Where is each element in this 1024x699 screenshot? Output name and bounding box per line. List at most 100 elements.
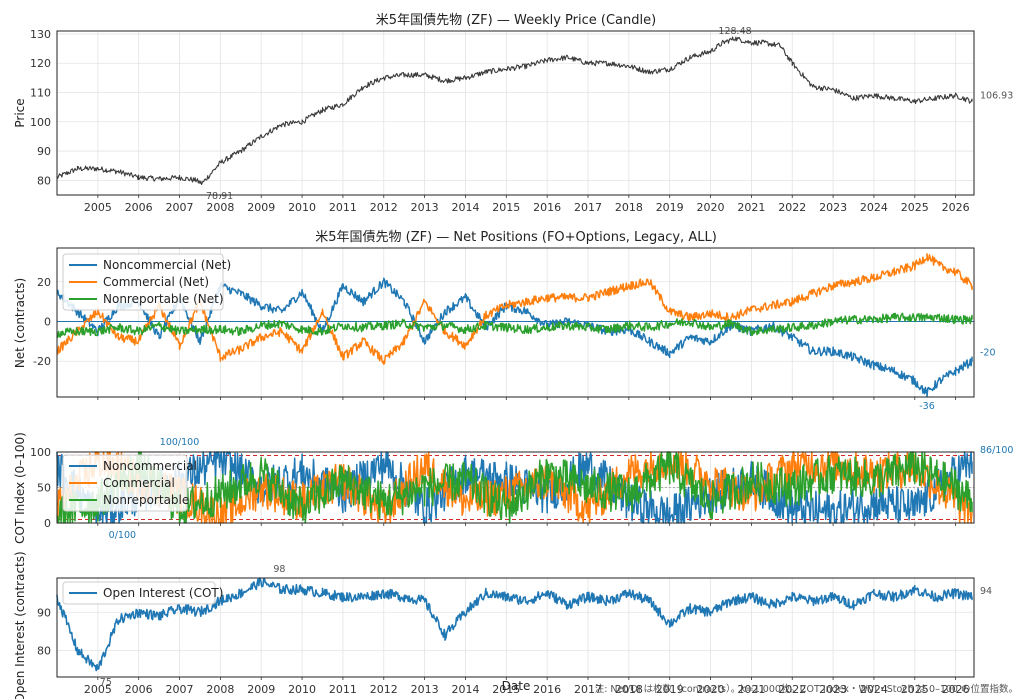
- annotation-label: 98: [273, 564, 285, 575]
- y-tick-label: 50: [37, 482, 51, 495]
- x-tick-label: 2005: [84, 683, 112, 696]
- x-tick-label: 2013: [411, 201, 439, 214]
- open-interest-panel: 2005 2006 2007 2008 2009 2010 2011 2012 2013 2014…: [13, 551, 992, 699]
- x-tick-label: 2013: [411, 683, 439, 696]
- x-tick-label: 2015: [492, 201, 520, 214]
- y-tick-label: 90: [37, 145, 51, 158]
- x-tick-label: 2024: [860, 201, 888, 214]
- x-tick-label: 2012: [370, 683, 398, 696]
- y-tick-label: 80: [37, 644, 51, 657]
- price-ylabel: Price: [13, 98, 27, 127]
- open-interest-ylabel: Open Interest (contracts): [13, 551, 27, 699]
- legend-label-commercial-net: Commercial (Net): [103, 275, 209, 289]
- x-tick-label: 2023: [819, 683, 847, 696]
- x-tick-label: 2016: [533, 683, 561, 696]
- x-tick-label: 2009: [247, 201, 275, 214]
- x-tick-label: 2022: [778, 683, 806, 696]
- annotation-label: 106.93: [980, 90, 1013, 101]
- annotation-label: 86/100: [980, 445, 1013, 456]
- y-tick-label: 80: [37, 174, 51, 187]
- cot-legend-label-commercial: Commercial: [103, 476, 175, 490]
- x-tick-label: 2026: [942, 683, 970, 696]
- y-tick-label: 90: [37, 606, 51, 619]
- net-ylabel: Net (contracts): [13, 278, 27, 368]
- x-tick-label: 2025: [901, 683, 929, 696]
- annotation-label: -20: [980, 347, 996, 358]
- legend-label-noncommercial-net: Noncommercial (Net): [103, 258, 231, 272]
- annotation-label: 75: [100, 677, 112, 688]
- y-tick-label: 0: [44, 316, 51, 329]
- x-tick-label: 2007: [166, 683, 194, 696]
- price-chart-title: 米5年国債先物 (ZF) — Weekly Price (Candle): [376, 13, 656, 28]
- cot-legend-box: [62, 454, 188, 512]
- oi-legend-label: Open Interest (COT): [103, 586, 223, 600]
- net-axes-frame: [56, 247, 975, 398]
- series-line-close: [56, 36, 973, 186]
- x-tick-label: 2017: [574, 683, 602, 696]
- annotation-label: 94: [980, 586, 992, 597]
- x-tick-label: 2012: [370, 201, 398, 214]
- annotation-label: 78.91: [206, 191, 233, 202]
- x-tick-label: 2019: [656, 201, 684, 214]
- y-tick-label: 120: [30, 57, 51, 70]
- net-chart-title: 米5年国債先物 (ZF) — Net Positions (FO+Options…: [315, 230, 717, 245]
- y-tick-label: 20: [37, 276, 51, 289]
- x-tick-label: 2020: [697, 201, 725, 214]
- y-tick-label: -20: [33, 355, 51, 368]
- x-tick-label: 2005: [84, 201, 112, 214]
- x-tick-label: 2017: [574, 201, 602, 214]
- x-axis-label: Date: [502, 679, 531, 693]
- legend-label-nonreportable-net: Nonreportable (Net): [103, 292, 224, 306]
- x-tick-label: 2006: [125, 201, 153, 214]
- x-tick-label: 2011: [329, 683, 357, 696]
- x-tick-label: 2008: [206, 683, 234, 696]
- net-plot: -20 -36: [56, 253, 996, 412]
- x-tick-label: 2018: [615, 201, 643, 214]
- open-interest-legend: Open Interest (COT): [62, 581, 223, 605]
- cot-index-axes-frame: [56, 451, 975, 524]
- net-legend: Noncommercial (Net) Commercial (Net) Non…: [62, 253, 231, 311]
- footnote: 注: Net/OI は枚数（contracts）。k=1,000枚。COT In…: [595, 683, 1018, 695]
- x-tick-label: 2010: [288, 683, 316, 696]
- x-tick-label: 2011: [329, 201, 357, 214]
- cot-legend-label-nonreportable: Nonreportable: [103, 493, 189, 507]
- x-tick-label: 2025: [901, 201, 929, 214]
- x-tick-label: 2022: [778, 201, 806, 214]
- series-line-noncommercial-net: [56, 277, 973, 398]
- y-tick-label: 100: [30, 446, 51, 459]
- cot-index-panel: 0 50 100 100/100 0/100 86/100 COT Index (0–1…: [13, 432, 1013, 544]
- cot-index-plot: 100/100 0/100 86/100: [56, 437, 1013, 541]
- annotation-label: 0/100: [109, 530, 136, 541]
- cot-index-legend: Noncommercial Commercial Nonreportable: [62, 454, 197, 512]
- series-line-nonreportable: [56, 451, 973, 524]
- open-interest-axes-frame: [56, 577, 975, 678]
- series-line-open-interest-cot: [56, 577, 973, 672]
- x-tick-label: 2020: [697, 683, 725, 696]
- x-tick-label: 2014: [451, 683, 479, 696]
- y-tick-label: 130: [30, 28, 51, 41]
- x-tick-label: 2021: [737, 683, 765, 696]
- annotation-label: 100/100: [160, 437, 199, 448]
- price-grid: 2005 2006 2007 2008 2009 2010 2011 2012 2013 2014…: [30, 28, 974, 214]
- annotation-label: -36: [919, 401, 935, 412]
- x-tick-label: 2014: [451, 201, 479, 214]
- x-tick-label: 2015: [492, 683, 520, 696]
- x-tick-label: 2026: [942, 201, 970, 214]
- net-panel: 米5年国債先物 (ZF) — Net Positions (FO+Options…: [13, 230, 996, 412]
- x-tick-label: 2023: [819, 201, 847, 214]
- oi-legend-box: [62, 581, 216, 605]
- y-tick-label: 100: [30, 116, 51, 129]
- x-tick-label: 2021: [737, 201, 765, 214]
- x-tick-label: 2010: [288, 201, 316, 214]
- price-panel: 米5年国債先物 (ZF) — Weekly Price (Candle) 200…: [13, 13, 1013, 214]
- x-tick-label: 2009: [247, 683, 275, 696]
- x-tick-label: 2016: [533, 201, 561, 214]
- price-axes-frame: [56, 30, 975, 196]
- cot-index-ylabel: COT Index (0–100): [13, 432, 27, 544]
- y-tick-label: 110: [30, 87, 51, 100]
- x-tick-label: 2019: [656, 683, 684, 696]
- x-tick-label: 2008: [206, 201, 234, 214]
- y-tick-label: 0: [44, 517, 51, 530]
